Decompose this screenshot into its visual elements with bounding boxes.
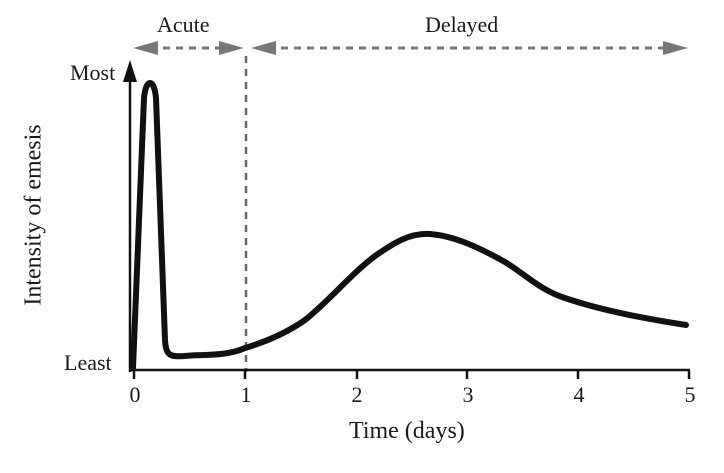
- x-axis: [129, 368, 691, 379]
- y-axis-title: Intensity of emesis: [20, 124, 47, 306]
- acute-range-arrow: [133, 41, 244, 55]
- emesis-intensity-curve: [130, 80, 689, 371]
- delayed-range-arrow: [251, 41, 688, 55]
- y-min-label: Least: [64, 350, 112, 375]
- x-tick-5: 5: [684, 382, 696, 407]
- x-tick-1: 1: [240, 382, 252, 407]
- delayed-label: Delayed: [425, 12, 499, 37]
- y-max-label: Most: [70, 60, 116, 85]
- x-axis-title: Time (days): [349, 418, 465, 444]
- acute-label: Acute: [157, 12, 210, 37]
- y-axis: [123, 60, 137, 372]
- x-tick-2: 2: [351, 382, 363, 407]
- x-tick-3: 3: [462, 382, 474, 407]
- x-tick-0: 0: [129, 382, 141, 407]
- x-tick-4: 4: [573, 382, 585, 407]
